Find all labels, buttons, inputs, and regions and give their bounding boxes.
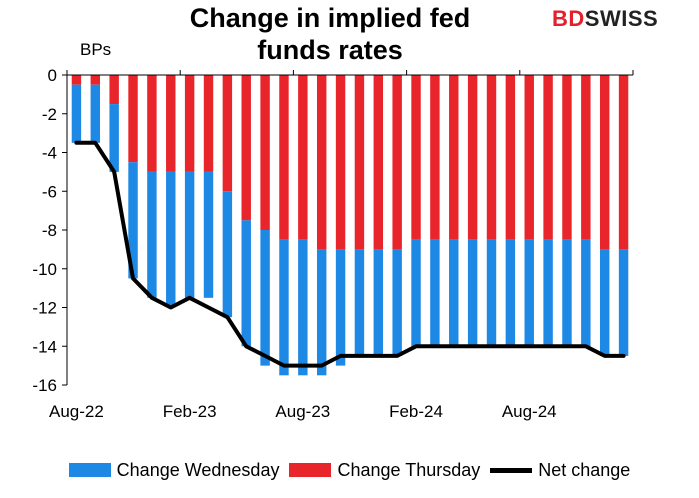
bar-thursday [505, 75, 516, 240]
x-tick-label: Feb-23 [163, 402, 217, 421]
chart-title-line1: Change in implied fed [189, 3, 471, 33]
bar-thursday [241, 75, 251, 221]
bar-thursday [599, 75, 610, 250]
bar-wednesday [260, 230, 270, 366]
bar-thursday [90, 75, 101, 85]
bar-thursday [128, 75, 138, 163]
bar-wednesday [430, 239, 440, 347]
bar-wednesday [392, 249, 402, 356]
bar-wednesday [71, 84, 82, 143]
legend-swatch-wednesday [68, 463, 111, 477]
bar-wednesday [581, 239, 591, 347]
legend-item-net-change: Net change [490, 460, 630, 481]
bar-wednesday [222, 191, 233, 318]
net-change-line [74, 140, 626, 368]
bar-wednesday [166, 171, 176, 308]
bar-wednesday [316, 249, 327, 376]
bar-wednesday [279, 239, 289, 376]
chart-legend: Change Wednesday Change Thursday Net cha… [0, 455, 699, 485]
legend-label-wednesday: Change Wednesday [116, 459, 280, 480]
y-tick-label: -8 [42, 221, 57, 240]
bar-wednesday [543, 239, 553, 347]
bar-wednesday [562, 239, 572, 347]
y-tick-label: 0 [48, 66, 57, 85]
legend-item-wednesday: Change Wednesday [68, 459, 280, 481]
bar-thursday [373, 75, 384, 250]
bar-wednesday [486, 239, 497, 347]
bar-wednesday [203, 171, 214, 298]
bar-wednesday [128, 162, 138, 279]
bar-thursday [430, 75, 440, 240]
bar-wednesday [524, 239, 534, 347]
bar-wednesday [335, 249, 346, 366]
y-tick-label: -16 [32, 376, 57, 395]
bar-thursday [147, 75, 157, 172]
bar-thursday [166, 75, 176, 172]
bar-wednesday [373, 249, 384, 356]
x-tick-label: Aug-22 [49, 402, 104, 421]
bar-wednesday [354, 249, 365, 356]
bar-thursday [562, 75, 572, 240]
bar-thursday [279, 75, 289, 240]
x-tick-label: Aug-24 [502, 402, 557, 421]
bar-thursday [203, 75, 214, 172]
bar-thursday [260, 75, 270, 230]
bar-thursday [184, 75, 195, 172]
y-tick-label: -10 [32, 260, 57, 279]
brand-logo: BD SWISS [552, 6, 658, 32]
bar-wednesday [505, 239, 516, 347]
bar-thursday [543, 75, 553, 240]
bar-thursday [581, 75, 591, 240]
bar-thursday [524, 75, 534, 240]
bar-wednesday [184, 171, 195, 298]
bar-thursday [316, 75, 327, 250]
bar-thursday [618, 75, 629, 250]
bar-thursday [486, 75, 497, 240]
legend-swatch-net-change [490, 467, 533, 473]
brand-logo-part1: BD [552, 6, 585, 31]
bar-thursday [467, 75, 478, 240]
legend-item-thursday: Change Thursday [289, 460, 480, 481]
legend-swatch-thursday [289, 463, 332, 477]
bar-wednesday [147, 171, 157, 298]
chart-title: Change in implied fed funds rates [150, 2, 510, 66]
bar-wednesday [298, 239, 308, 376]
y-axis-unit-label: BPs [80, 40, 112, 59]
brand-logo-part2: SWISS [584, 6, 659, 31]
x-tick-label: Feb-24 [389, 402, 443, 421]
y-tick-label: -4 [42, 144, 57, 163]
bar-wednesday [109, 104, 119, 172]
y-tick-label: -12 [32, 299, 57, 318]
bar-thursday [109, 75, 119, 105]
bar-thursday [335, 75, 346, 250]
bar-wednesday [241, 220, 251, 347]
bar-wednesday [90, 84, 101, 143]
bar-thursday [71, 75, 82, 85]
bar-thursday [392, 75, 402, 250]
bar-wednesday [467, 239, 478, 347]
bar-thursday [354, 75, 365, 250]
bar-wednesday [618, 249, 629, 356]
y-tick-label: -2 [42, 105, 57, 124]
y-tick-label: -6 [42, 182, 57, 201]
bar-thursday [298, 75, 308, 240]
chart-title-line2: funds rates [257, 35, 403, 65]
bar-wednesday [599, 249, 610, 356]
legend-label-thursday: Change Thursday [337, 459, 481, 480]
y-tick-label: -14 [32, 337, 57, 356]
bar-thursday [222, 75, 233, 192]
bar-wednesday [411, 239, 421, 347]
x-tick-label: Aug-23 [275, 402, 330, 421]
bar-thursday [411, 75, 421, 240]
legend-label-net-change: Net change [538, 459, 631, 480]
bar-thursday [449, 75, 459, 240]
bar-wednesday [449, 239, 459, 347]
